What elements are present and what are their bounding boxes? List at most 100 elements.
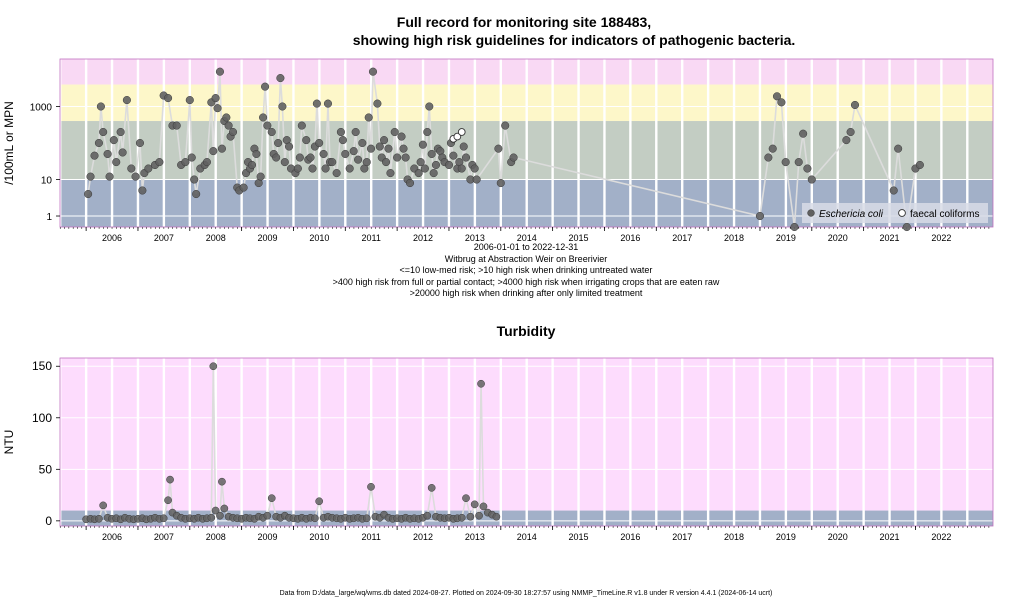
turbidity-point: [457, 513, 466, 522]
ecoli-point: [794, 158, 803, 167]
ecoli-point: [222, 113, 231, 122]
ecoli-point: [384, 144, 393, 153]
ecoli-point: [842, 136, 851, 145]
ecoli-point: [224, 121, 233, 130]
ecoli-point: [116, 127, 125, 137]
ecoli-point: [807, 175, 816, 184]
ecoli-point: [323, 99, 333, 108]
x-tick-label: 2006: [102, 233, 122, 243]
ecoli-point: [781, 158, 790, 167]
ecoli-point: [267, 127, 276, 137]
ecoli-point: [261, 82, 270, 91]
turbidity-point: [427, 484, 436, 492]
ecoli-point: [252, 149, 261, 159]
ecoli-point: [364, 113, 373, 122]
ecoli-point: [90, 151, 99, 160]
ecoli-point: [185, 96, 194, 105]
turbidity-panel: 0 50 100 150 2006 2007 2008 2009 2010 2011 2012 201…: [2, 357, 994, 542]
turbidity-point: [207, 513, 216, 522]
ecoli-point: [99, 127, 108, 137]
ecoli-point: [393, 153, 402, 162]
x-tick-label: 2013: [465, 233, 485, 243]
ecoli-point: [259, 113, 268, 122]
ecoli-point: [321, 164, 330, 173]
ecoli-point: [302, 136, 311, 145]
y-tick-label: 0: [45, 514, 52, 528]
ecoli-point: [239, 183, 248, 192]
ecoli-point: [209, 147, 218, 156]
ecoli-point: [144, 164, 153, 173]
ecoli-point: [274, 138, 283, 148]
ecoli-point: [414, 169, 423, 178]
ecoli-point: [373, 99, 382, 108]
x-tick-label: 2015: [569, 233, 589, 243]
turbidity-title: Turbidity: [497, 323, 556, 339]
ecoli-point: [293, 164, 302, 173]
ecoli-point: [427, 149, 436, 159]
ecoli-point: [336, 127, 345, 137]
ecoli-point: [127, 164, 136, 173]
turbidity-point: [211, 506, 220, 515]
x-tick-label: 2009: [258, 532, 278, 542]
ecoli-point: [399, 144, 408, 153]
ecoli-point: [768, 144, 777, 153]
turbidity-point: [95, 514, 103, 523]
faecal-point: [457, 128, 466, 136]
x-tick-label: 2007: [154, 532, 174, 542]
turbidity-point: [216, 511, 224, 520]
x-tick-label: 2011: [362, 233, 381, 243]
turbidity-point: [263, 511, 272, 520]
x-tick-label: 2006: [102, 532, 122, 542]
ecoli-point: [431, 160, 440, 170]
x-tick-label: 2014: [517, 233, 537, 243]
ecoli-point: [103, 149, 112, 159]
footer-note: Data from D:/data_large/wq/wms.db dated …: [280, 590, 773, 597]
ecoli-point: [202, 158, 211, 167]
ecoli-point: [894, 144, 903, 153]
ecoli-point: [915, 160, 924, 170]
ecoli-point: [349, 147, 358, 156]
ecoli-point: [850, 100, 860, 110]
ecoli-point: [256, 172, 265, 181]
x-tick-label: 2007: [154, 233, 174, 243]
caption-site: Witbrug at Abstraction Weir on Breerivie…: [445, 254, 607, 264]
ecoli-point: [459, 142, 468, 151]
x-tick-label: 2016: [620, 532, 640, 542]
y-tick-label: 150: [32, 359, 52, 373]
ecoli-point: [192, 189, 201, 199]
turbidity-point: [367, 482, 375, 491]
ecoli-point: [764, 153, 773, 162]
ecoli-point: [416, 158, 425, 167]
ecoli-panel: 1 10 1000 2006 2007 2008 2009 2010 2011 2012 2013 2…: [2, 58, 994, 243]
x-tick-label: 2021: [880, 233, 900, 243]
x-tick-label: 2020: [828, 233, 848, 243]
ecoli-point: [380, 136, 389, 145]
x-tick-label: 2020: [828, 532, 848, 542]
ecoli-point: [846, 127, 855, 137]
ecoli-point: [84, 189, 93, 199]
ecoli-point: [338, 136, 347, 145]
x-tick-label: 2014: [517, 532, 537, 542]
ecoli-point: [790, 222, 799, 232]
ecoli-point: [263, 121, 272, 130]
x-tick-label: 2012: [413, 532, 433, 542]
ecoli-point: [131, 172, 140, 181]
ecoli-point: [312, 99, 321, 108]
turbidity-point: [315, 497, 324, 506]
ecoli-point: [247, 160, 257, 170]
ecoli-point: [405, 178, 415, 188]
ecoli-point: [332, 169, 341, 178]
ecoli-point: [280, 158, 289, 167]
x-tick-label: 2013: [465, 532, 485, 542]
ecoli-point: [172, 121, 181, 130]
x-tick-label: 2015: [569, 532, 589, 542]
turbidity-point: [159, 514, 168, 523]
ecoli-point: [461, 153, 471, 162]
ecoli-point: [362, 158, 371, 167]
ecoli-point: [285, 142, 294, 151]
ecoli-point: [217, 144, 226, 153]
ecoli-point: [429, 169, 438, 178]
y-tick-label: 1: [46, 212, 52, 223]
ecoli-point: [211, 94, 220, 103]
x-tick-label: 2019: [776, 233, 796, 243]
